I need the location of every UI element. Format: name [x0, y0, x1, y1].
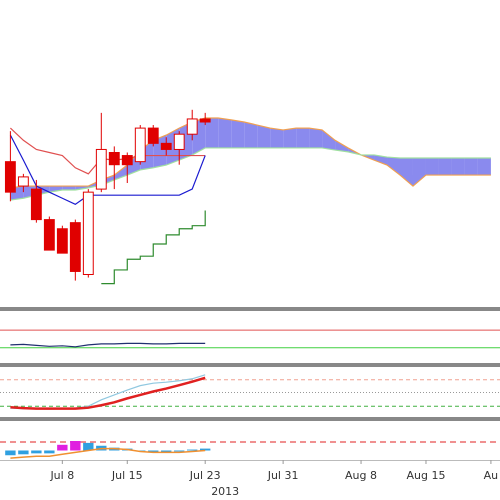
histogram-bar	[187, 449, 198, 451]
candle-body	[199, 118, 211, 123]
cloud-fill	[231, 119, 245, 148]
candle-body	[173, 133, 185, 150]
cloud-fill	[244, 122, 258, 148]
cloud-fill	[49, 186, 63, 193]
line	[10, 447, 206, 459]
pane-separator	[0, 363, 500, 367]
candle-body	[30, 188, 42, 221]
cloud-fill	[283, 128, 297, 148]
line	[101, 210, 206, 285]
histogram-bar	[5, 450, 16, 456]
cloud-fill	[438, 157, 452, 176]
candle-body	[121, 155, 133, 166]
histogram-bar	[31, 450, 42, 454]
histogram-bar	[70, 441, 81, 451]
x-tick-label: Au	[484, 469, 499, 482]
x-tick-label: Aug 8	[345, 469, 377, 482]
histogram-bar	[83, 442, 94, 451]
x-tick-label: Aug 15	[406, 469, 445, 482]
histogram-bar	[57, 444, 68, 451]
cloud-fill	[400, 157, 413, 187]
x-tick-label: Jul 23	[189, 469, 221, 482]
histogram-bar	[18, 450, 29, 455]
cloud-fill	[205, 118, 219, 148]
cloud-fill	[374, 154, 388, 166]
cloud-fill	[218, 118, 232, 148]
year-label: 2013	[211, 485, 239, 498]
x-tick-label: Jul 8	[49, 469, 74, 482]
histogram-bar	[44, 450, 55, 454]
cloud-fill	[412, 157, 426, 187]
candle-body	[43, 219, 55, 251]
cloud-fill	[296, 128, 310, 148]
candle-body	[95, 148, 107, 190]
candle-body	[147, 127, 159, 144]
cloud-fill	[309, 128, 323, 148]
line	[10, 147, 491, 201]
candle-body	[17, 176, 29, 187]
candle-body	[69, 222, 81, 272]
cloud-fill	[335, 140, 349, 152]
cloud-fill	[257, 125, 271, 148]
line	[9, 127, 206, 175]
x-tick-label: Jul 15	[111, 469, 143, 482]
line	[10, 376, 206, 410]
candle-body	[108, 152, 120, 166]
cloud-fill	[322, 129, 336, 151]
cloud-fill	[425, 157, 439, 176]
histogram-bar	[161, 450, 172, 453]
histogram-bar	[174, 450, 185, 452]
cloud-fill	[477, 157, 491, 176]
line	[10, 117, 491, 189]
x-tick-label: Jul 31	[267, 469, 299, 482]
cloud-fill	[451, 157, 465, 176]
candle-body	[160, 142, 172, 150]
candle-body	[4, 161, 16, 193]
line	[10, 342, 206, 348]
cloud-fill	[387, 157, 400, 176]
cloud-fill	[270, 128, 284, 148]
candle-body	[186, 118, 198, 135]
histogram-bar	[148, 450, 159, 453]
line	[9, 134, 206, 206]
candle-body	[56, 228, 68, 254]
cloud-fill	[464, 157, 478, 176]
candle-body	[134, 127, 146, 163]
pane-separator	[0, 417, 500, 421]
histogram-bar	[200, 448, 211, 451]
cloud-fill	[62, 186, 76, 191]
pane-separator	[0, 307, 500, 311]
candle-body	[82, 191, 94, 275]
